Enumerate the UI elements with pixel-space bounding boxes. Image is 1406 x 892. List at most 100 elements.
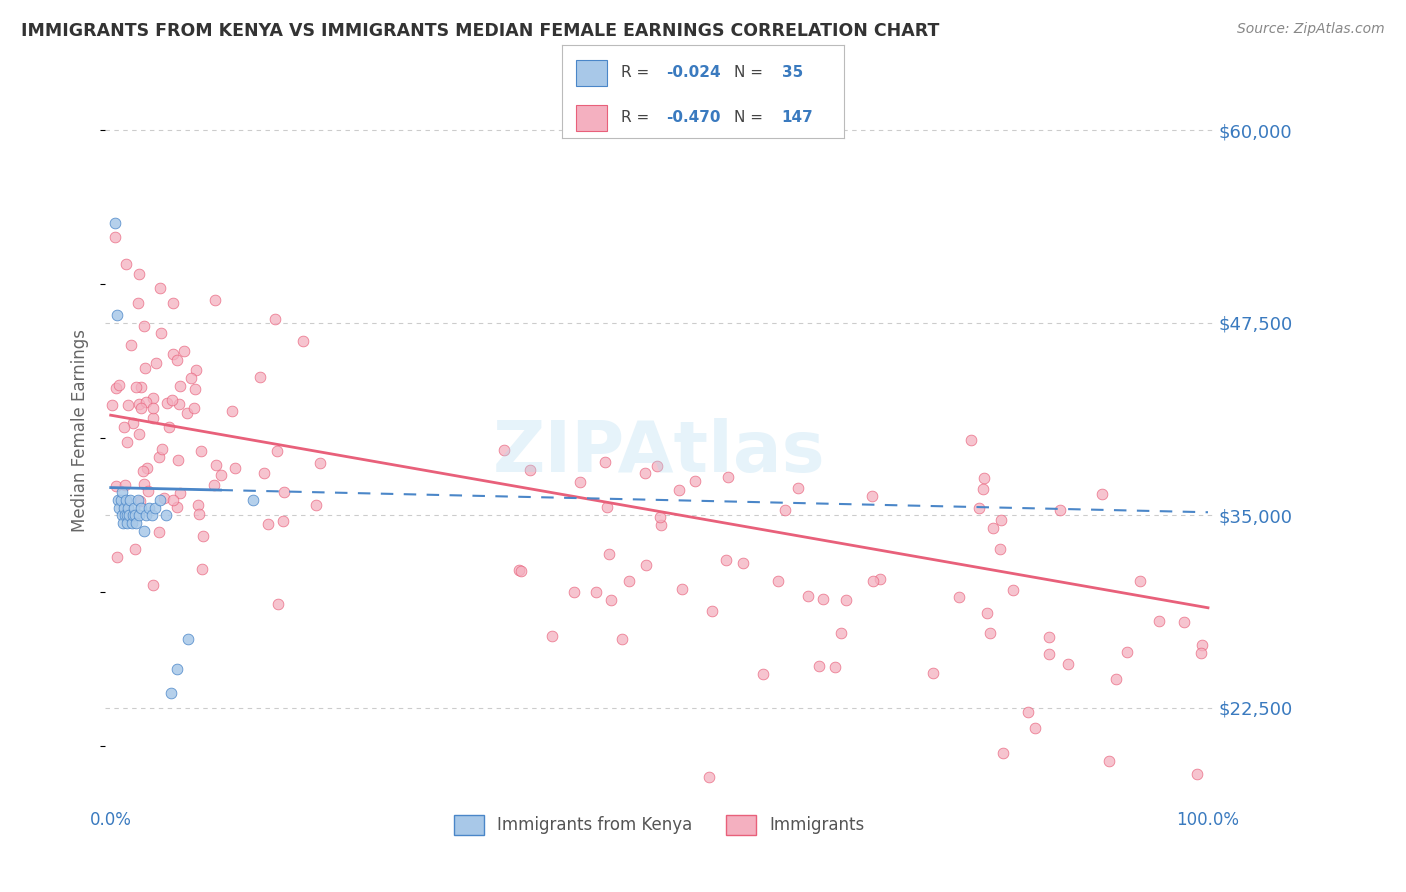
Point: [267, 597, 290, 611]
Point: [131, 401, 153, 416]
Point: [157, 420, 180, 434]
Point: [1091, 487, 1114, 501]
Point: [162, 296, 184, 310]
Point: [166, 500, 188, 515]
Point: [202, 478, 225, 492]
Point: [136, 461, 159, 475]
Point: [807, 659, 830, 673]
Point: [1185, 767, 1208, 781]
Point: [972, 482, 994, 496]
Point: [273, 485, 295, 500]
Point: [160, 685, 183, 699]
Point: [541, 629, 564, 643]
Point: [107, 492, 129, 507]
Point: [700, 604, 723, 618]
Text: N =: N =: [734, 65, 768, 80]
Point: [150, 442, 173, 456]
Point: [131, 500, 153, 515]
Text: 100.0%: 100.0%: [1177, 811, 1240, 830]
Point: [264, 311, 287, 326]
Point: [120, 337, 142, 351]
Point: [204, 293, 226, 307]
Point: [176, 632, 198, 646]
Point: [183, 401, 205, 416]
Point: [132, 318, 155, 333]
Point: [1149, 614, 1171, 628]
Point: [752, 667, 775, 681]
Point: [697, 770, 720, 784]
Point: [104, 216, 127, 230]
Point: [112, 420, 135, 434]
Point: [634, 466, 657, 480]
Point: [253, 467, 276, 481]
Point: [305, 498, 328, 512]
Point: [585, 585, 607, 599]
FancyBboxPatch shape: [576, 104, 607, 131]
Point: [257, 517, 280, 532]
Y-axis label: Median Female Earnings: Median Female Earnings: [72, 329, 89, 533]
Point: [141, 508, 163, 523]
Point: [209, 467, 232, 482]
Point: [593, 455, 616, 469]
Point: [671, 582, 693, 596]
Text: 0.0%: 0.0%: [90, 811, 132, 830]
Point: [596, 500, 619, 514]
Point: [115, 508, 138, 523]
FancyBboxPatch shape: [576, 60, 607, 86]
Point: [104, 479, 127, 493]
Point: [115, 257, 138, 271]
Point: [132, 464, 155, 478]
Point: [115, 516, 138, 530]
Point: [149, 326, 172, 341]
Point: [121, 508, 143, 523]
Point: [1038, 648, 1060, 662]
Text: 35: 35: [782, 65, 803, 80]
Point: [1115, 645, 1137, 659]
Point: [242, 492, 264, 507]
Point: [862, 574, 884, 589]
Point: [142, 401, 165, 415]
Point: [128, 268, 150, 282]
Point: [308, 456, 330, 470]
Point: [249, 370, 271, 384]
Point: [138, 500, 160, 515]
Text: -0.024: -0.024: [666, 65, 721, 80]
Point: [176, 406, 198, 420]
Point: [169, 486, 191, 500]
Point: [162, 392, 184, 407]
Point: [112, 500, 135, 515]
Point: [569, 475, 592, 489]
Point: [824, 660, 846, 674]
Point: [129, 494, 152, 508]
Point: [948, 590, 970, 604]
Point: [104, 381, 127, 395]
Point: [105, 308, 128, 322]
Point: [990, 513, 1012, 527]
Point: [142, 392, 165, 406]
Point: [110, 492, 132, 507]
Point: [153, 491, 176, 505]
Point: [1105, 673, 1128, 687]
Point: [271, 514, 294, 528]
Point: [636, 558, 658, 572]
Point: [717, 469, 740, 483]
Point: [1024, 721, 1046, 735]
Point: [187, 507, 209, 521]
Point: [1002, 582, 1025, 597]
Point: [960, 433, 983, 447]
Text: Source: ZipAtlas.com: Source: ZipAtlas.com: [1237, 22, 1385, 37]
Text: -0.470: -0.470: [666, 110, 721, 125]
Text: R =: R =: [621, 65, 655, 80]
Point: [645, 458, 668, 473]
Point: [122, 500, 145, 515]
Point: [1038, 631, 1060, 645]
Point: [766, 574, 789, 588]
Point: [127, 492, 149, 507]
Point: [190, 444, 212, 458]
Point: [134, 360, 156, 375]
Point: [124, 508, 146, 523]
Point: [1191, 638, 1213, 652]
Point: [494, 442, 516, 457]
Point: [156, 396, 179, 410]
Point: [509, 564, 531, 578]
